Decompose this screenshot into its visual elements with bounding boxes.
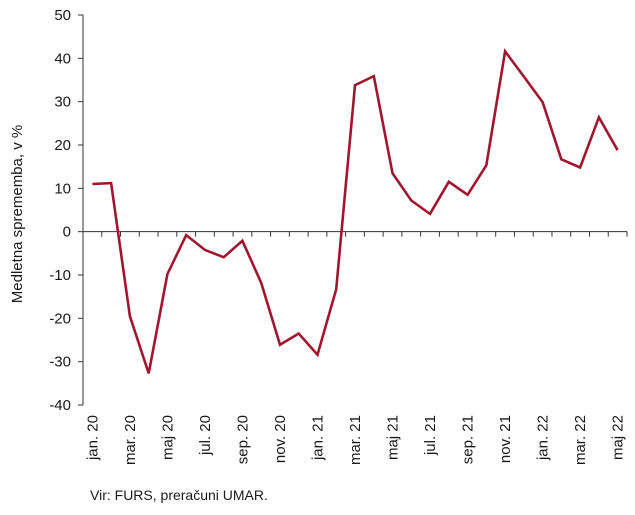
series-line xyxy=(92,48,619,374)
x-tick-label: maj 22 xyxy=(610,415,627,460)
y-tick-label: -20 xyxy=(49,310,71,327)
x-tick-label: nov. 21 xyxy=(497,415,514,463)
y-tick-label: 20 xyxy=(54,137,71,154)
x-tick-label: maj 21 xyxy=(385,415,402,460)
y-tick-label: -30 xyxy=(49,354,71,371)
x-tick-label: jul. 21 xyxy=(422,415,439,456)
y-tick-label: 10 xyxy=(54,180,71,197)
x-tick-label: sep. 20 xyxy=(234,415,251,464)
y-tick-label: 30 xyxy=(54,94,71,111)
y-tick-label: 50 xyxy=(54,7,71,24)
x-tick-label: jul. 20 xyxy=(197,415,214,456)
series-group xyxy=(92,48,619,374)
x-tick-label: mar. 22 xyxy=(572,415,589,465)
x-tick-label: sep. 21 xyxy=(460,415,477,464)
source-note: Vir: FURS, preračuni UMAR. xyxy=(90,487,268,503)
x-tick-label: jan. 21 xyxy=(309,415,326,461)
x-tick-label: mar. 21 xyxy=(347,415,364,465)
y-ticks: -40 -30 -20 -10 0 10 20 30 40 50 xyxy=(49,7,83,414)
axes xyxy=(82,15,627,405)
y-tick-label: -10 xyxy=(49,267,71,284)
x-tick-label: jan. 22 xyxy=(535,415,552,461)
y-tick-label: 40 xyxy=(54,50,71,67)
x-tick-label: nov. 20 xyxy=(272,415,289,463)
x-tick-label: mar. 20 xyxy=(122,415,139,465)
y-tick-label: -40 xyxy=(49,397,71,414)
x-tick-label: maj 20 xyxy=(159,415,176,460)
x-ticks: jan. 20 mar. 20 maj 20 jul. 20 sep. 20 nov. 2… xyxy=(82,231,628,465)
y-tick-label: 0 xyxy=(63,224,71,241)
y-axis-title: Medletna sprememba, v % xyxy=(9,125,26,303)
x-tick-label: jan. 20 xyxy=(84,415,101,461)
